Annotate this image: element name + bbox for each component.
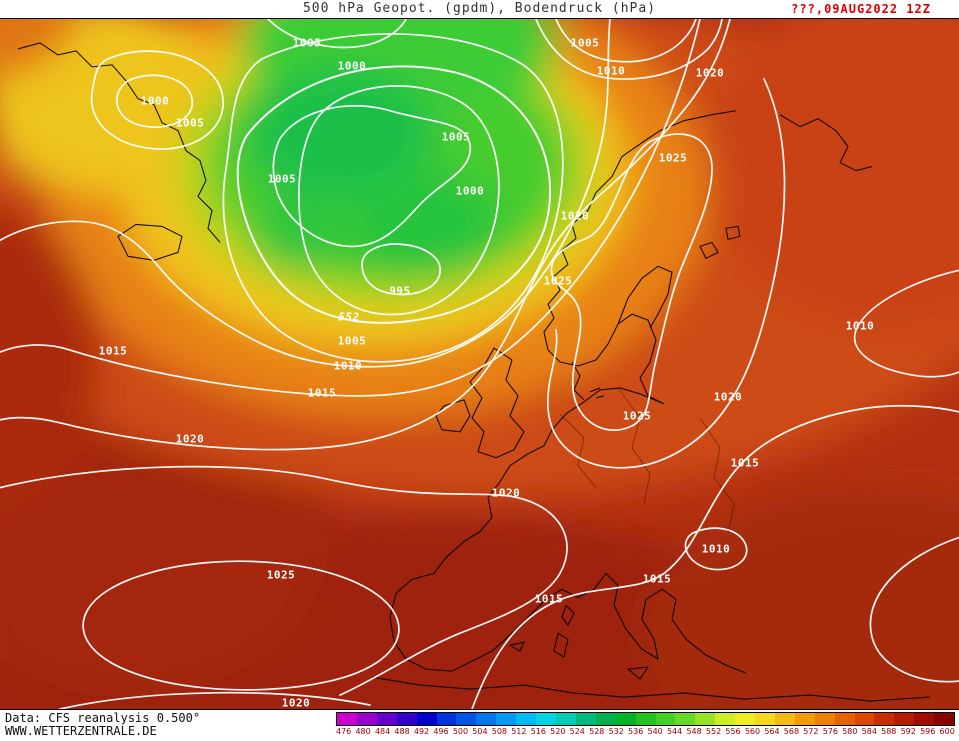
colorbar-tick: 576 [822, 727, 838, 736]
color-scale: 476 480 484 488 492 496 500 504 508 512 516 520 524 5… [336, 710, 959, 736]
coast-med-islands [509, 604, 649, 680]
website-label: WWW.WETTERZENTRALE.DE [5, 724, 157, 738]
colorbar-segment [934, 713, 955, 725]
coast-britain [469, 347, 525, 459]
colorbar-tick: 516 [530, 727, 546, 736]
colorbar-segment [894, 713, 915, 725]
colorbar-tick: 500 [452, 727, 469, 736]
colorbar-tick: 560 [744, 727, 761, 736]
colorbar-tick: 532 [608, 727, 624, 736]
colorbar-tick: 504 [472, 727, 488, 736]
coast-mainland-europe [389, 387, 747, 674]
coast-baltic [547, 313, 665, 405]
colorbar-tick: 596 [920, 727, 936, 736]
coast-ireland [435, 399, 471, 433]
colorbar-segment [755, 713, 775, 725]
colorbar-tick: 480 [355, 727, 371, 736]
colorbar-segment [655, 713, 676, 725]
colorbar-tick: 572 [803, 727, 819, 736]
colorbar-segment [814, 713, 835, 725]
colorbar-tick: 484 [374, 727, 391, 736]
coast-greenland [17, 42, 221, 243]
colorbar-tick: 600 [939, 727, 955, 736]
colorbar-tick: 548 [686, 727, 702, 736]
colorbar-segment [496, 713, 517, 725]
colorbar-tick: 520 [550, 727, 566, 736]
colorbar-segment [735, 713, 756, 725]
map-canvas: 1005 1000 1005 1010 1020 1000 1005 1005 1025 1005… [0, 18, 959, 710]
colorbar-segment [416, 713, 437, 725]
colorbar-segment [854, 713, 875, 725]
colorbar-segment [675, 713, 696, 725]
chart-title: 500 hPa Geopot. (gpdm), Bodendruck (hPa) [302, 1, 657, 16]
colorbar-segment [774, 713, 795, 725]
footer: Data: CFS reanalysis 0.500° WWW.WETTERZE… [0, 710, 959, 740]
colorbar-tick: 496 [433, 727, 449, 736]
coast-north-africa [371, 676, 931, 702]
colorbar-segment [874, 713, 895, 725]
colorbar-tick: 556 [725, 727, 741, 736]
colorbar-segment [376, 713, 397, 725]
colorbar-segment [456, 713, 477, 725]
colorbar-tick: 568 [783, 727, 800, 736]
credits: Data: CFS reanalysis 0.500° WWW.WETTERZE… [0, 710, 336, 738]
run-datetime: ???,09AUG2022 12Z [791, 2, 931, 16]
colorbar-segment [635, 713, 656, 725]
colorbar-tick: 524 [569, 727, 585, 736]
colorbar-tick: 588 [881, 727, 897, 736]
colorbar-segment [337, 713, 357, 725]
colorbar-segment [575, 713, 596, 725]
colorbar-tick: 536 [628, 727, 644, 736]
coast-russia-north [779, 114, 873, 172]
colorbar-tick: 580 [842, 727, 858, 736]
color-field [0, 19, 959, 709]
colorbar-segment [834, 713, 855, 725]
colorbar [336, 712, 955, 726]
data-source-label: Data: CFS reanalysis 0.500° [5, 711, 201, 725]
colorbar-tick: 488 [394, 727, 410, 736]
isobar-contours [0, 19, 959, 709]
colorbar-tick: 552 [705, 727, 722, 736]
colorbar-tick: 512 [511, 727, 527, 736]
colorbar-segment [476, 713, 497, 725]
colorbar-tick: 544 [666, 727, 683, 736]
lakes [699, 225, 741, 259]
colorbar-segment [695, 713, 716, 725]
colorbar-segment [516, 713, 537, 725]
colorbar-tick: 592 [900, 727, 916, 736]
colorbar-tick: 492 [413, 727, 430, 736]
colorbar-tick: 476 [336, 727, 352, 736]
colorbar-segment [536, 713, 556, 725]
colorbar-segment [595, 713, 616, 725]
colorbar-segment [356, 713, 377, 725]
colorbar-tick: 540 [647, 727, 663, 736]
map-graphic [0, 19, 959, 709]
colorbar-segment [436, 713, 457, 725]
colorbar-tick: 508 [491, 727, 508, 736]
coast-bothnia [617, 265, 673, 329]
country-borders [559, 387, 735, 534]
colorbar-tick: 584 [861, 727, 877, 736]
colorbar-tick: 528 [589, 727, 605, 736]
colorbar-segment [396, 713, 417, 725]
coast-iceland [117, 223, 183, 261]
colorbar-tick: 564 [764, 727, 780, 736]
title-bar: 500 hPa Geopot. (gpdm), Bodendruck (hPa)… [0, 0, 959, 18]
colorbar-ticks: 476 480 484 488 492 496 500 504 508 512 516 520 524 5… [336, 727, 955, 736]
colorbar-segment [615, 713, 636, 725]
colorbar-segment [794, 713, 815, 725]
colorbar-segment [914, 713, 935, 725]
colorbar-segment [715, 713, 736, 725]
coast-denmark [571, 361, 605, 401]
colorbar-segment [555, 713, 576, 725]
